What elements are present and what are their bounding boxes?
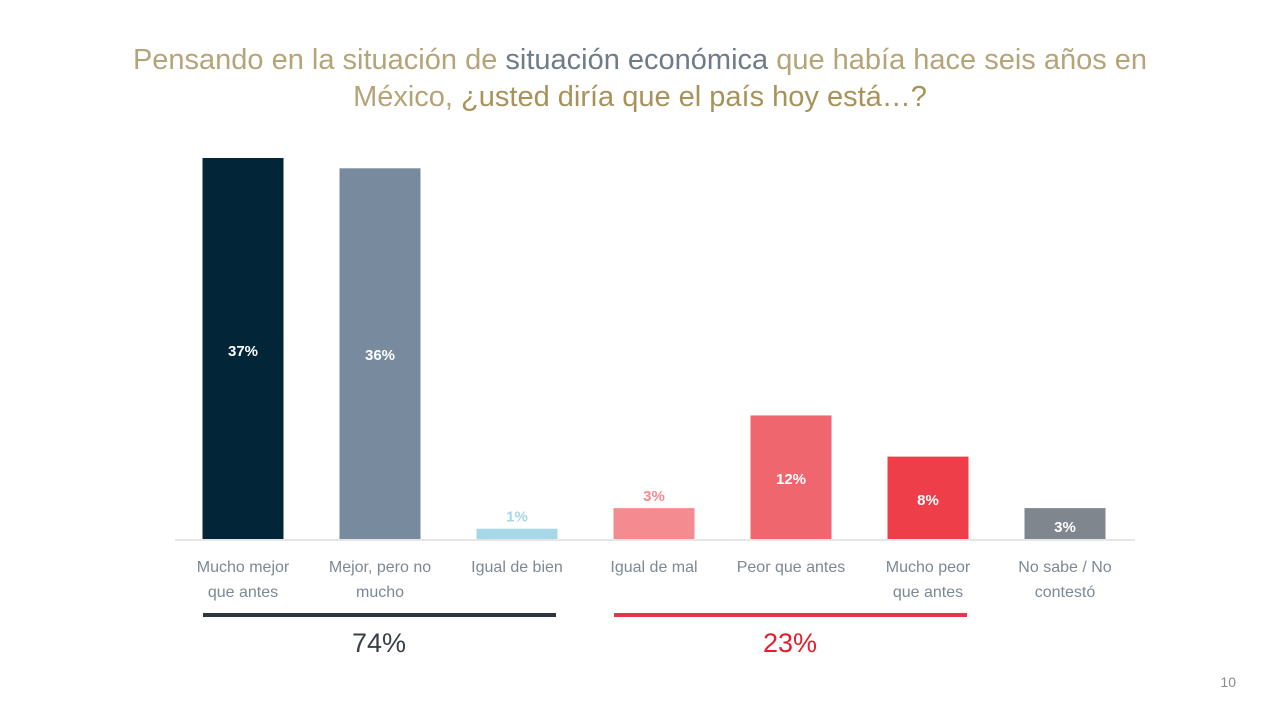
- bar: [339, 168, 421, 539]
- bar: [887, 456, 969, 539]
- bar-value-label: 12%: [776, 471, 806, 488]
- category-label: Igual de bien: [471, 559, 563, 576]
- bar: [750, 415, 832, 539]
- title-part-4: ¿usted diría que el país hoy está…?: [461, 81, 927, 113]
- bar-value-label: 36%: [365, 347, 395, 364]
- chart-title: Pensando en la situación de situación ec…: [100, 42, 1180, 116]
- bar: [202, 158, 284, 539]
- bar-value-label: 8%: [917, 492, 939, 509]
- bar-value-label: 3%: [643, 488, 665, 505]
- category-label: Peor que antes: [737, 559, 846, 576]
- title-part-3: que había hace seis años en México,: [353, 44, 1148, 113]
- category-label: Mejor, pero no: [329, 559, 431, 576]
- category-label: que antes: [208, 584, 278, 601]
- group-total-label: 74%: [351, 628, 407, 658]
- bar: [476, 528, 558, 539]
- bar: [1024, 508, 1106, 539]
- category-label: que antes: [893, 584, 963, 601]
- category-label: contestó: [1035, 584, 1096, 601]
- category-label: Mucho mejor: [197, 559, 290, 576]
- title-part-2: situación económica: [505, 44, 769, 76]
- category-label: No sabe / No: [1018, 559, 1111, 576]
- page-number: 10: [1220, 674, 1236, 690]
- category-label: Mucho peor: [886, 559, 971, 576]
- bar: [613, 508, 695, 539]
- group-total-label: 23%: [762, 628, 818, 658]
- bar-value-label: 37%: [228, 343, 258, 360]
- group-bracket-line: [613, 613, 967, 617]
- title-part-1: Pensando en la situación de: [132, 44, 506, 76]
- bar-value-label: 3%: [1054, 519, 1076, 536]
- category-label: Igual de mal: [610, 559, 697, 576]
- category-label: mucho: [356, 584, 404, 601]
- group-bracket-line: [202, 613, 556, 617]
- bar-value-label: 1%: [506, 509, 528, 526]
